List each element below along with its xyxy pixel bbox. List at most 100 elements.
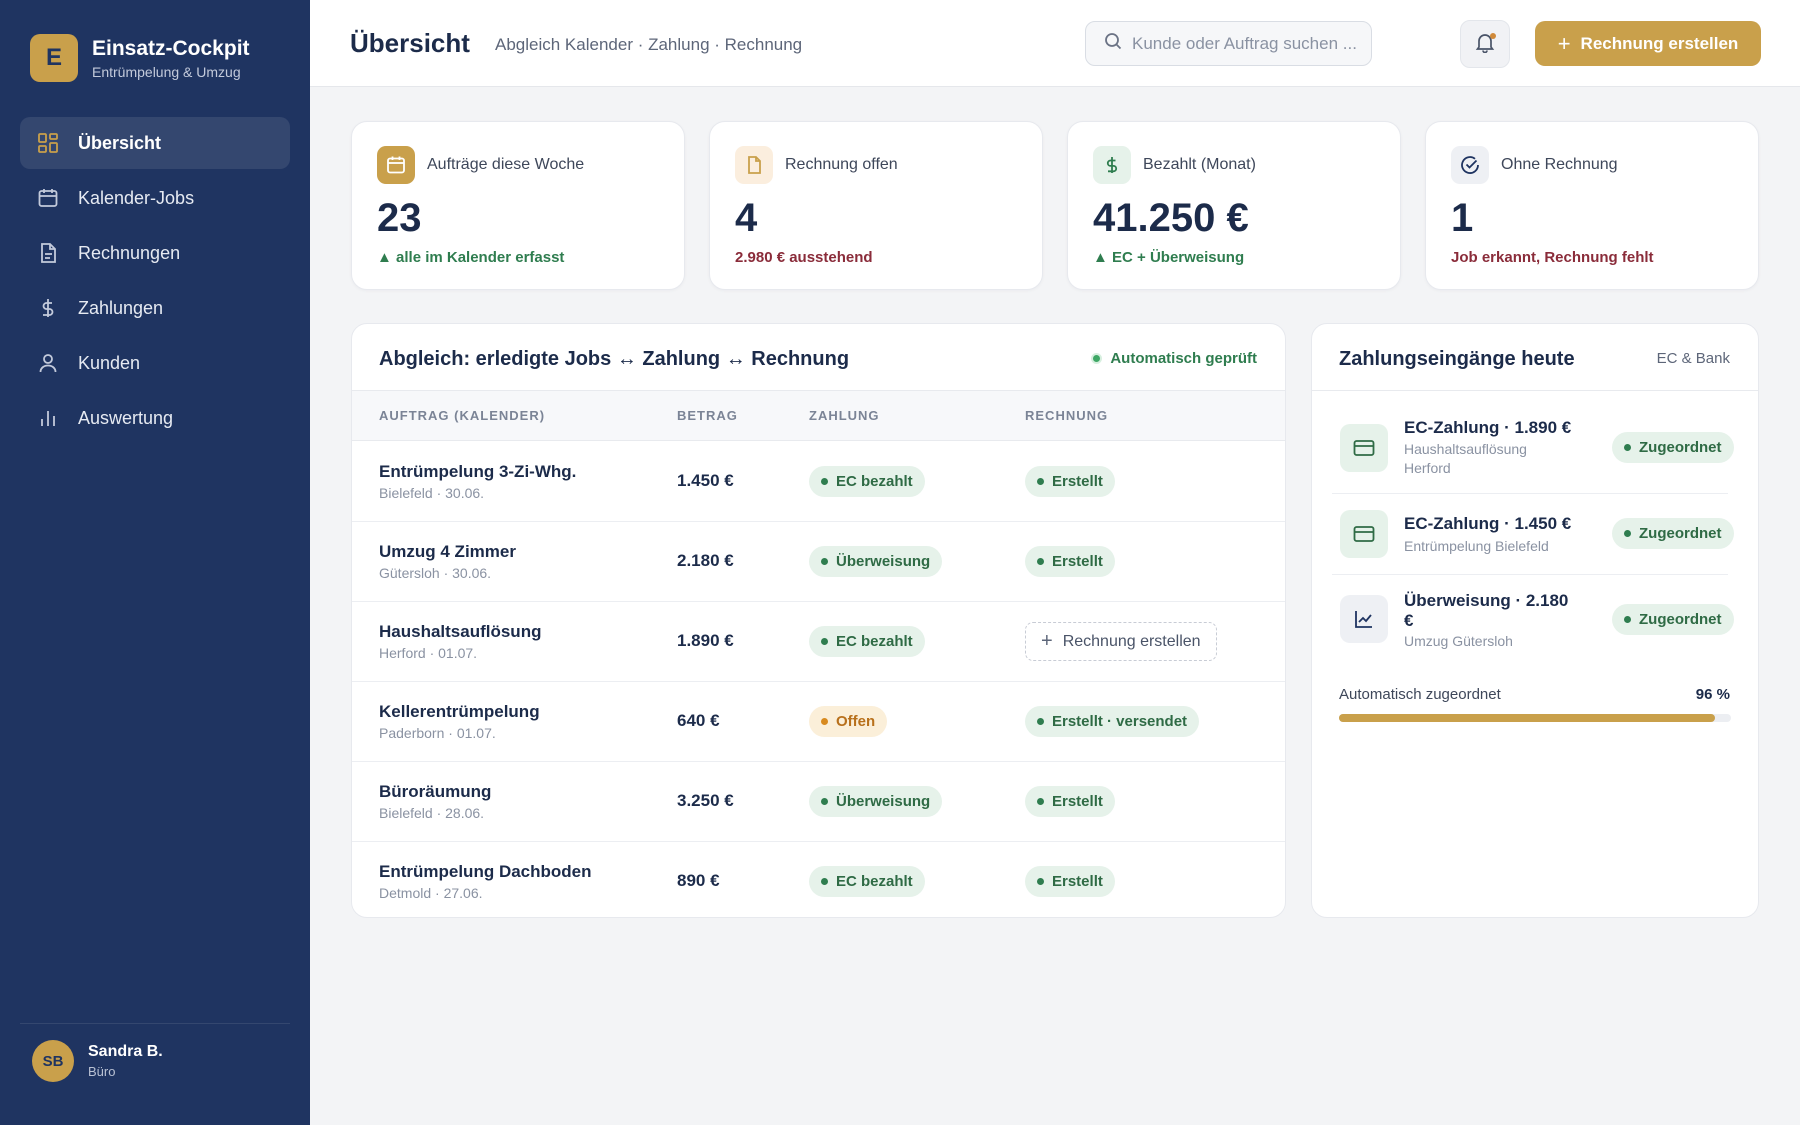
kpi-value: 23 xyxy=(377,196,422,240)
reconciliation-title: Abgleich: erledigte Jobs ↔ Zahlung ↔ Rec… xyxy=(379,348,850,370)
table-row[interactable]: Haushaltsauflösung Herford · 01.07. 1.89… xyxy=(352,602,1285,682)
create-invoice-row-button[interactable]: + Rechnung erstellen xyxy=(1025,622,1217,661)
user-profile[interactable]: SB Sandra B. Büro xyxy=(32,1040,163,1082)
sidebar-divider xyxy=(20,1023,290,1024)
kpi-note: ▲ alle im Kalender erfasst xyxy=(377,249,565,266)
payment-item[interactable]: EC-Zahlung · 1.450 € Entrümpelung Bielef… xyxy=(1332,494,1734,575)
job-location-date: Bielefeld · 28.06. xyxy=(379,805,485,821)
job-location-date: Bielefeld · 30.06. xyxy=(379,485,485,501)
sidebar-item-label: Rechnungen xyxy=(78,242,181,263)
job-title: Umzug 4 Zimmer xyxy=(379,542,516,561)
table-row[interactable]: Büroräumung Bielefeld · 28.06. 3.250 € Ü… xyxy=(352,762,1285,842)
invoice-badge: Erstellt xyxy=(1025,786,1115,817)
progress-label: Automatisch zugeordnet xyxy=(1339,686,1501,703)
sidebar-item-zahlungen[interactable]: Zahlungen xyxy=(20,282,290,334)
notification-dot xyxy=(1490,33,1496,39)
dollar-icon xyxy=(1093,146,1131,184)
payments-title: Zahlungseingänge heute xyxy=(1339,348,1575,370)
sidebar-item-kalender-jobs[interactable]: Kalender-Jobs xyxy=(20,172,290,224)
avatar: SB xyxy=(32,1040,74,1082)
document-icon xyxy=(36,241,60,265)
brand: E Einsatz-Cockpit Entrümpelung & Umzug xyxy=(30,34,250,82)
invoice-badge: Erstellt · versendet xyxy=(1025,706,1200,737)
auto-check-status: Automatisch geprüft xyxy=(1091,350,1257,367)
payment-badge: Überweisung xyxy=(809,786,943,817)
notifications-button[interactable] xyxy=(1460,20,1510,68)
payment-badge: EC bezahlt xyxy=(809,626,925,657)
kpi-value: 1 xyxy=(1451,196,1474,240)
sidebar-item-kunden[interactable]: Kunden xyxy=(20,337,290,389)
table-row[interactable]: Umzug 4 Zimmer Gütersloh · 30.06. 2.180 … xyxy=(352,522,1285,602)
kpi-note: Job erkannt, Rechnung fehlt xyxy=(1451,249,1654,266)
assigned-badge: Zugeordnet xyxy=(1612,604,1734,635)
payment-reference: Entrümpelung Bielefeld xyxy=(1404,538,1549,554)
sidebar-item-auswertung[interactable]: Auswertung xyxy=(20,392,290,444)
job-amount: 1.450 € xyxy=(677,471,734,490)
job-amount: 890 € xyxy=(677,871,720,890)
kpi-card-auftraege: Aufträge diese Woche 23 ▲ alle im Kalend… xyxy=(351,121,685,290)
plus-icon: + xyxy=(1041,630,1053,652)
progress-bar-fill xyxy=(1339,714,1716,722)
create-invoice-button[interactable]: + Rechnung erstellen xyxy=(1535,21,1761,66)
kpi-note: ▲ EC + Überweisung xyxy=(1093,249,1245,266)
trend-chart-icon xyxy=(1340,595,1388,643)
bar-chart-icon xyxy=(36,406,60,430)
kpi-label: Ohne Rechnung xyxy=(1501,156,1618,173)
sidebar-item-label: Auswertung xyxy=(78,407,174,428)
kpi-label: Aufträge diese Woche xyxy=(427,156,585,173)
payments-source: EC & Bank xyxy=(1656,350,1730,367)
invoice-badge: Erstellt xyxy=(1025,866,1115,897)
job-title: Kellerentrümpelung xyxy=(379,702,540,721)
table-row[interactable]: Entrümpelung Dachboden Detmold · 27.06. … xyxy=(352,842,1285,917)
kpi-card-bezahlt: Bezahlt (Monat) 41.250 € ▲ EC + Überweis… xyxy=(1067,121,1401,290)
calendar-icon xyxy=(36,186,60,210)
kpi-note: 2.980 € ausstehend xyxy=(735,249,873,266)
user-name: Sandra B. xyxy=(88,1043,163,1060)
job-title: Entrümpelung 3-Zi-Whg. xyxy=(379,462,577,481)
search-icon xyxy=(1104,32,1122,55)
check-circle-icon xyxy=(1451,146,1489,184)
sidebar-item-rechnungen[interactable]: Rechnungen xyxy=(20,227,290,279)
job-location-date: Detmold · 27.06. xyxy=(379,885,483,901)
status-dot xyxy=(1091,353,1103,364)
document-icon xyxy=(735,146,773,184)
dollar-icon xyxy=(36,296,60,320)
brand-title: Einsatz-Cockpit xyxy=(92,36,250,60)
kpi-label: Rechnung offen xyxy=(785,156,898,173)
sidebar: E Einsatz-Cockpit Entrümpelung & Umzug Ü… xyxy=(0,0,310,1125)
payment-title: EC-Zahlung · 1.890 € xyxy=(1404,418,1572,437)
table-row[interactable]: Kellerentrümpelung Paderborn · 01.07. 64… xyxy=(352,682,1285,762)
job-amount: 640 € xyxy=(677,711,720,730)
kpi-card-rechnung-offen: Rechnung offen 4 2.980 € ausstehend xyxy=(709,121,1043,290)
search-input[interactable] xyxy=(1132,33,1362,54)
sidebar-item-label: Zahlungen xyxy=(78,297,164,318)
calendar-icon xyxy=(377,146,415,184)
payment-item[interactable]: Überweisung · 2.180 € Umzug Gütersloh Zu… xyxy=(1332,575,1734,660)
payment-title: EC-Zahlung · 1.450 € xyxy=(1404,514,1572,533)
column-header-betrag: BETRAG xyxy=(677,408,738,423)
brand-logo: E xyxy=(30,34,78,82)
sidebar-item-uebersicht[interactable]: Übersicht xyxy=(20,117,290,169)
table-row[interactable]: Entrümpelung 3-Zi-Whg. Bielefeld · 30.06… xyxy=(352,442,1285,522)
sidebar-nav: Übersicht Kalender-Jobs Rechnungen Zahlu… xyxy=(20,117,290,447)
assigned-badge: Zugeordnet xyxy=(1612,432,1734,463)
job-title: Büroräumung xyxy=(379,782,492,801)
page-title: Übersicht xyxy=(350,28,470,58)
sidebar-item-label: Kalender-Jobs xyxy=(78,187,195,208)
job-amount: 3.250 € xyxy=(677,791,734,810)
payment-badge: EC bezahlt xyxy=(809,866,925,897)
progress-bar xyxy=(1339,714,1731,722)
invoice-badge: Erstellt xyxy=(1025,546,1115,577)
auto-check-label: Automatisch geprüft xyxy=(1110,350,1257,367)
card-icon xyxy=(1340,424,1388,472)
column-header-zahlung: ZAHLUNG xyxy=(809,408,880,423)
payment-badge: Offen xyxy=(809,706,888,737)
payment-reference: Umzug Gütersloh xyxy=(1404,633,1513,649)
plus-icon: + xyxy=(1557,30,1571,56)
search-box[interactable] xyxy=(1085,21,1372,66)
payment-item[interactable]: EC-Zahlung · 1.890 € Haushaltsauflösung … xyxy=(1332,412,1734,494)
payment-badge: Überweisung xyxy=(809,546,943,577)
kpi-label: Bezahlt (Monat) xyxy=(1143,156,1256,173)
create-invoice-label: Rechnung erstellen xyxy=(1580,33,1739,53)
job-amount: 2.180 € xyxy=(677,551,734,570)
